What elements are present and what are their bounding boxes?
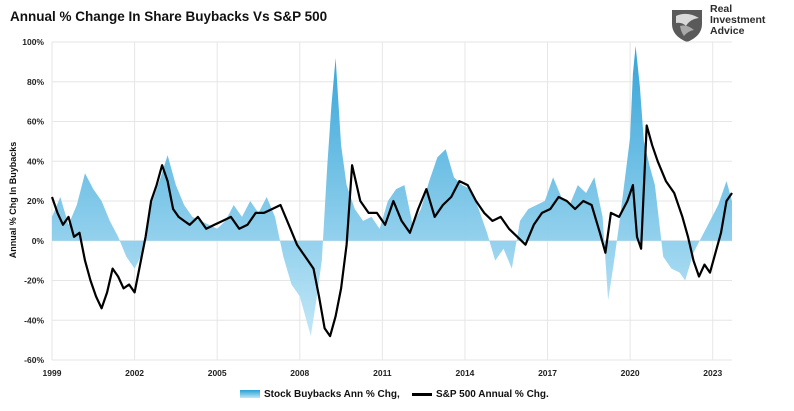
buybacks-area <box>52 46 732 337</box>
chart-plot: 100% 80% 60% 40% 20% 0% -20% -40% -60% 1999 2002 2… <box>22 37 733 378</box>
y-tick-label: -20% <box>24 276 44 286</box>
x-tick-label: 2020 <box>621 368 640 378</box>
legend: Stock Buybacks Ann % Chg, S&P 500 Annual… <box>0 388 794 406</box>
chart-title: Annual % Change In Share Buybacks Vs S&P… <box>10 9 328 24</box>
y-tick-label: -60% <box>24 355 44 365</box>
y-tick-label: 0% <box>32 236 45 246</box>
x-tick-label: 2023 <box>703 368 722 378</box>
y-tick-label: 60% <box>27 117 44 127</box>
x-tick-label: 2005 <box>208 368 227 378</box>
real-investment-advice-logo: Real Investment Advice <box>668 4 788 46</box>
y-tick-label: 20% <box>27 196 44 206</box>
logo-line-1: Real <box>710 3 733 15</box>
y-tick-label: 100% <box>22 37 44 47</box>
x-tick-label: 2011 <box>373 368 392 378</box>
sp500-line <box>50 124 733 338</box>
legend-label-sp500: S&P 500 Annual % Chg. <box>436 389 549 400</box>
logo-text: Real Investment Advice <box>710 4 765 37</box>
y-tick-label: 80% <box>27 77 44 87</box>
x-tick-label: 1999 <box>43 368 62 378</box>
buybacks-area-series <box>52 46 732 337</box>
y-tick-label: -40% <box>24 315 44 325</box>
eagle-shield-logo-icon <box>672 10 702 42</box>
sp500-line-series <box>50 124 733 338</box>
x-tick-label: 2017 <box>538 368 557 378</box>
logo-line-3: Advice <box>710 25 745 37</box>
legend-item-buybacks: Stock Buybacks Ann % Chg, <box>240 388 400 402</box>
x-axis-ticks: 1999 2002 2005 2008 2011 2014 2017 2020 2023 <box>43 368 723 378</box>
legend-item-sp500: S&P 500 Annual % Chg. <box>412 388 549 402</box>
legend-swatch-area <box>240 390 260 399</box>
x-tick-label: 2014 <box>455 368 474 378</box>
logo-line-2: Investment <box>710 14 766 26</box>
y-tick-label: 40% <box>27 156 44 166</box>
legend-swatch-line <box>412 392 432 396</box>
legend-label-buybacks: Stock Buybacks Ann % Chg, <box>264 389 400 400</box>
x-tick-label: 2002 <box>125 368 144 378</box>
y-axis-ticks: 100% 80% 60% 40% 20% 0% -20% -40% -60% <box>22 37 44 365</box>
x-tick-label: 2008 <box>290 368 309 378</box>
